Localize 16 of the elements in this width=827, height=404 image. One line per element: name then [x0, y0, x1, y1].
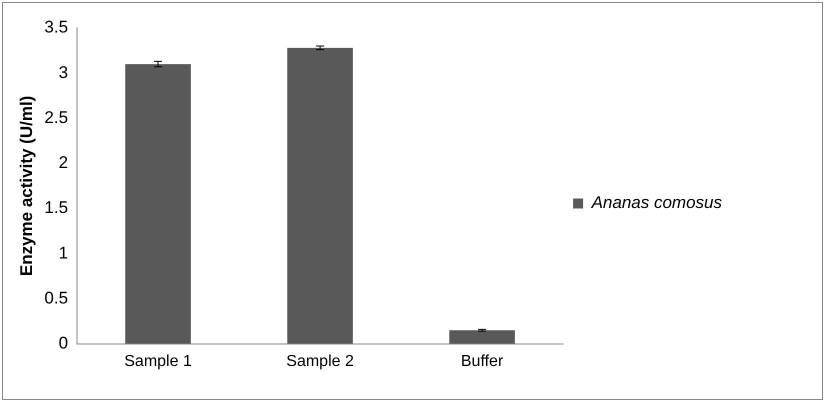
x-tick-label: Buffer — [460, 352, 504, 370]
legend-label: Ananas comosus — [590, 193, 722, 212]
bar — [449, 330, 515, 344]
y-tick-label: 1.5 — [44, 198, 68, 218]
y-tick-label: 2 — [58, 153, 68, 172]
y-tick-label: 3 — [58, 62, 68, 82]
x-tick-label: Sample 1 — [124, 352, 192, 370]
y-tick-label: 0.5 — [44, 288, 68, 308]
bar — [125, 64, 191, 344]
y-axis-title: Enzyme activity (U/ml) — [16, 96, 36, 276]
y-tick-label: 0 — [58, 333, 68, 352]
bar — [287, 48, 353, 344]
y-tick-label: 3.5 — [44, 18, 68, 37]
y-tick-label: 2.5 — [44, 108, 68, 127]
y-tick-label: 1 — [58, 243, 68, 262]
x-tick-label: Sample 2 — [286, 352, 354, 370]
